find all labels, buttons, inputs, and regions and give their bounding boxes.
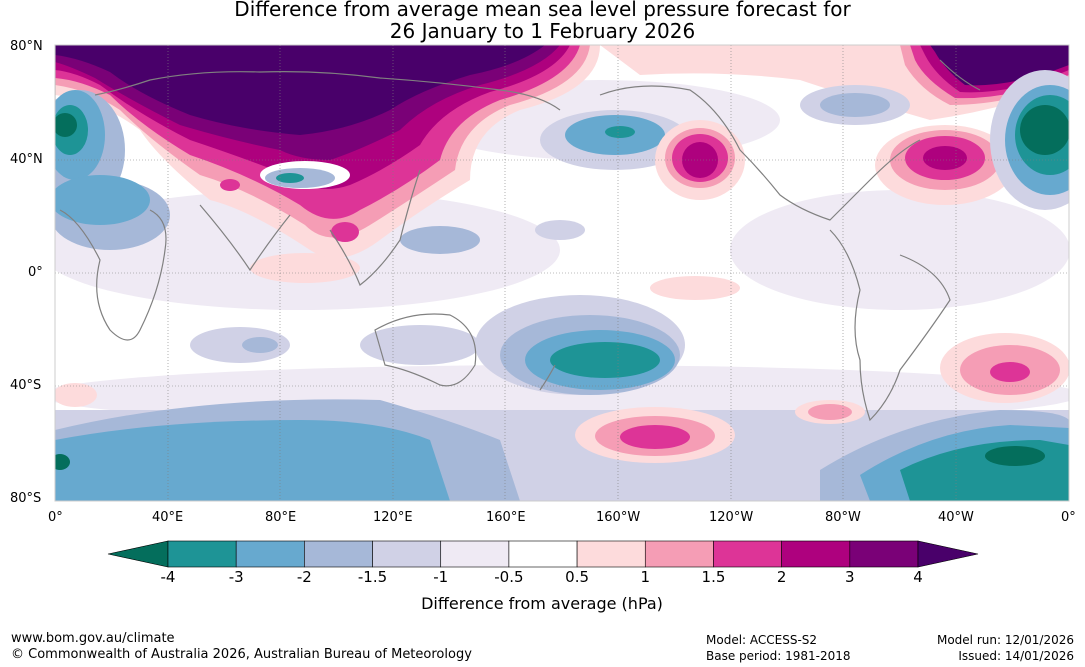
coast-africa: [59, 209, 167, 341]
lon-label-120w: 120°W: [709, 510, 754, 525]
chart-title-line2: 26 January to 1 February 2026: [389, 19, 696, 43]
coast-se-asia: [329, 169, 421, 286]
lon-label-0-right: 0°: [1061, 510, 1076, 525]
footer-copyright: © Commonwealth of Australia 2026, Austra…: [11, 647, 472, 662]
north-atlantic-anomaly: [600, 45, 1069, 205]
colorbar-swatch: [372, 540, 442, 568]
lat-label-40s: 40°S: [10, 378, 42, 393]
coast-eurasia-north: [94, 71, 561, 111]
footer-base-period: Base period: 1981-2018: [706, 649, 851, 663]
coast-india: [199, 204, 291, 272]
coastlines: [55, 45, 981, 422]
colorbar-swatch: [849, 540, 919, 568]
lon-label-160w: 160°W: [596, 510, 641, 525]
colorbar-tick-label: 1: [640, 568, 651, 586]
colorbar-extend-low: [107, 540, 169, 568]
colorbar-tick-label: -3: [228, 568, 244, 586]
colorbar-swatch: [576, 540, 646, 568]
footer-model-run: Model run: 12/01/2026: [936, 633, 1074, 647]
colorbar-swatch: [644, 540, 714, 568]
colorbar-tick-label: 2: [776, 568, 787, 586]
colorbar-label: Difference from average (hPa): [421, 594, 663, 613]
colorbar-tick-label: 4: [913, 568, 923, 586]
coast-north-america: [599, 85, 921, 221]
colorbar-tick-label: -4: [160, 568, 176, 586]
south-highs: [55, 253, 1069, 463]
colorbar-swatch: [440, 540, 510, 568]
colorbar-tick-label: 0.5: [565, 568, 590, 586]
europe-low: [55, 70, 1069, 250]
colorbar-swatch: [235, 540, 305, 568]
lon-label-40w: 40°W: [938, 510, 974, 525]
chart-title-line1: Difference from average mean sea level p…: [234, 0, 851, 21]
lat-label-80n: 80°N: [10, 39, 43, 54]
colorbar-swatch: [304, 540, 373, 568]
footer-website[interactable]: www.bom.gov.au/climate: [11, 631, 175, 646]
lon-label-80e: 80°E: [265, 510, 297, 525]
lon-label-160e: 160°E: [486, 510, 526, 525]
footer-model: Model: ACCESS-S2: [706, 633, 818, 647]
lon-label-120e: 120°E: [373, 510, 413, 525]
lon-label-0-left: 0°: [48, 510, 63, 525]
map-panel: [55, 45, 1069, 501]
colorbar-swatch: [713, 540, 782, 568]
colorbar-extend-high: [917, 540, 979, 568]
southern-ocean-anomaly: [55, 399, 1069, 501]
colorbar-tick-label: -1: [433, 568, 449, 586]
arctic-high-anomaly: [55, 45, 600, 258]
graticule: [55, 45, 1069, 501]
coast-south-america: [829, 229, 951, 422]
lon-label-40e: 40°E: [152, 510, 184, 525]
colorbar-tick-label: 3: [845, 568, 855, 586]
colorbar-tick-label: -0.5: [494, 568, 524, 586]
coast-greenland: [939, 59, 981, 91]
coast-australia: [374, 313, 477, 387]
colorbar-tick-label: -1.5: [357, 568, 388, 586]
lat-label-80s: 80°S: [10, 491, 42, 506]
map-frame: [54, 44, 1070, 502]
south-pacific-low: [190, 295, 685, 395]
footer-issued: Issued: 14/01/2026: [958, 649, 1074, 663]
lon-label-80w: 80°W: [825, 510, 861, 525]
colorbar-swatch: [167, 540, 237, 568]
colorbar-swatch: [781, 540, 851, 568]
colorbar: [107, 540, 979, 568]
colorbar-tick-label: 1.5: [701, 568, 726, 586]
colorbar-swatch: [508, 540, 578, 568]
colorbar-tick-label: -2: [296, 568, 312, 586]
lat-label-40n: 40°N: [10, 152, 43, 167]
coast-new-zealand: [539, 364, 556, 391]
lat-label-0: 0°: [28, 265, 43, 280]
